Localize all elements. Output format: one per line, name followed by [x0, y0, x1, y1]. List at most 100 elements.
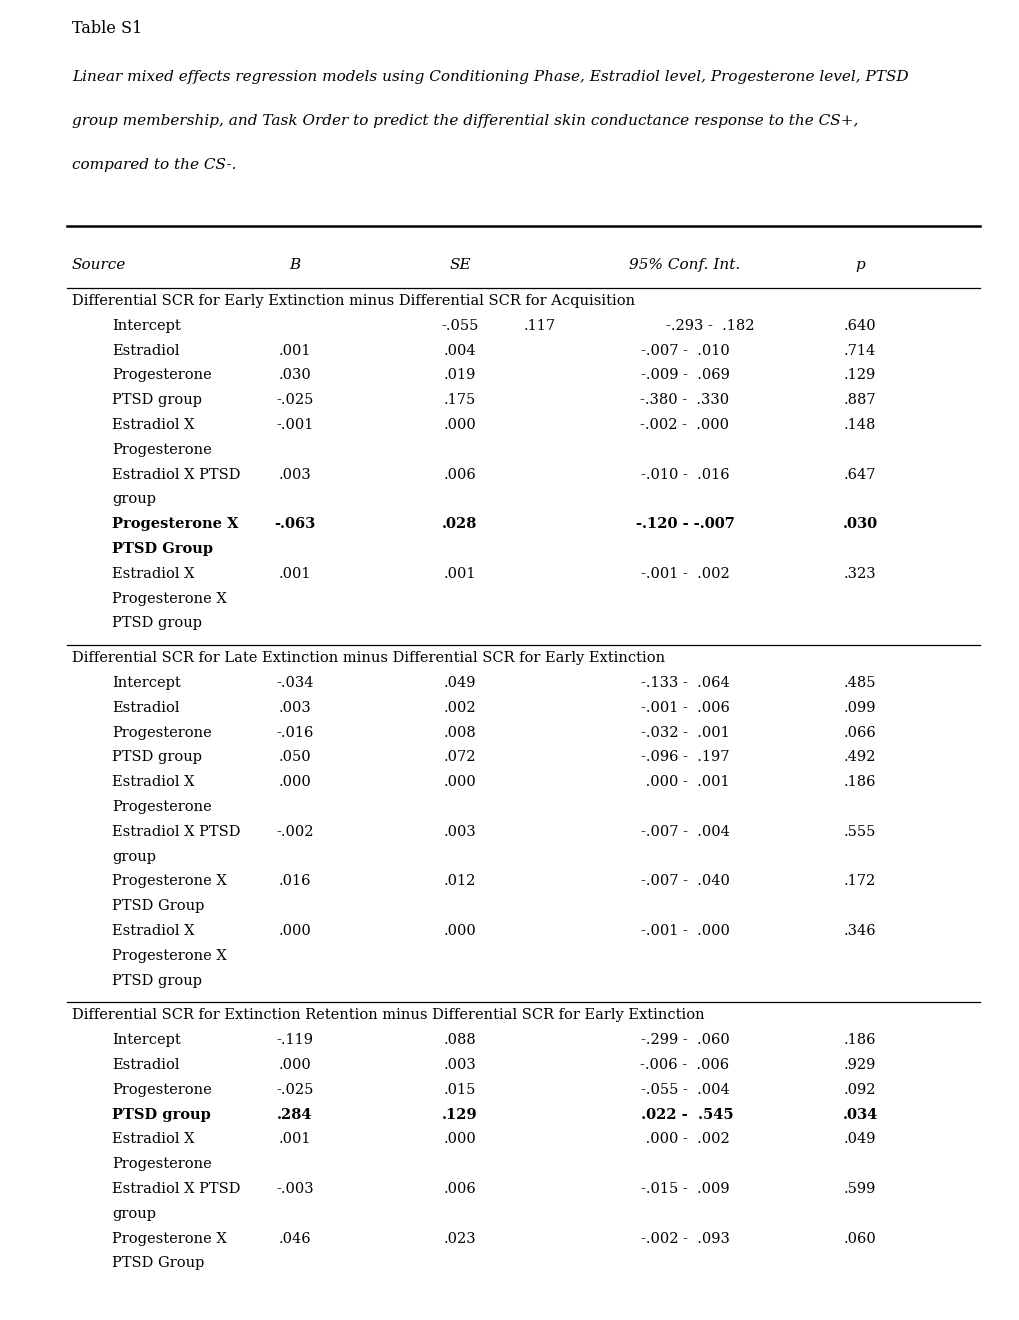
Text: .555: .555: [843, 825, 875, 838]
Text: Intercept: Intercept: [112, 1034, 180, 1047]
Text: -.015 -  .009: -.015 - .009: [640, 1181, 729, 1196]
Text: .887: .887: [843, 393, 875, 407]
Text: p: p: [854, 257, 864, 272]
Text: Progesterone: Progesterone: [112, 1158, 212, 1171]
Text: Estradiol: Estradiol: [112, 1059, 179, 1072]
Text: .172: .172: [843, 874, 875, 888]
Text: .000: .000: [443, 924, 476, 939]
Text: .000: .000: [443, 418, 476, 432]
Text: .129: .129: [442, 1107, 477, 1122]
Text: .647: .647: [843, 467, 875, 482]
Text: .012: .012: [443, 874, 476, 888]
Text: Progesterone X: Progesterone X: [112, 1232, 226, 1246]
Text: .099: .099: [843, 701, 875, 715]
Text: Differential SCR for Late Extinction minus Differential SCR for Early Extinction: Differential SCR for Late Extinction min…: [72, 651, 664, 665]
Text: -.293 -  .182: -.293 - .182: [665, 319, 753, 333]
Text: -.001 -  .002: -.001 - .002: [640, 566, 729, 581]
Text: -.007 -  .010: -.007 - .010: [640, 343, 729, 358]
Text: Intercept: Intercept: [112, 676, 180, 690]
Text: Estradiol X PTSD: Estradiol X PTSD: [112, 1181, 240, 1196]
Text: -.032 -  .001: -.032 - .001: [640, 726, 729, 739]
Text: Estradiol X: Estradiol X: [112, 418, 195, 432]
Text: Progesterone: Progesterone: [112, 368, 212, 383]
Text: .000 -  .002: .000 - .002: [640, 1133, 729, 1146]
Text: Progesterone: Progesterone: [112, 800, 212, 814]
Text: -.016: -.016: [276, 726, 314, 739]
Text: .023: .023: [443, 1232, 476, 1246]
Text: .599: .599: [843, 1181, 875, 1196]
Text: group membership, and Task Order to predict the differential skin conductance re: group membership, and Task Order to pred…: [72, 114, 858, 128]
Text: -.002 -  .093: -.002 - .093: [640, 1232, 729, 1246]
Text: -.010 -  .016: -.010 - .016: [640, 467, 729, 482]
Text: .000 -  .001: .000 - .001: [640, 775, 729, 789]
Text: .003: .003: [443, 825, 476, 838]
Text: Table S1: Table S1: [72, 20, 142, 37]
Text: Progesterone: Progesterone: [112, 442, 212, 457]
Text: -.001 -  .006: -.001 - .006: [640, 701, 729, 715]
Text: .003: .003: [278, 701, 311, 715]
Text: Estradiol: Estradiol: [112, 343, 179, 358]
Text: -.001 -  .000: -.001 - .000: [640, 924, 729, 939]
Text: .346: .346: [843, 924, 875, 939]
Text: Estradiol X: Estradiol X: [112, 775, 195, 789]
Text: .485: .485: [843, 676, 875, 690]
Text: .034: .034: [842, 1107, 876, 1122]
Text: Intercept: Intercept: [112, 319, 180, 333]
Text: .284: .284: [277, 1107, 313, 1122]
Text: Estradiol X: Estradiol X: [112, 566, 195, 581]
Text: .088: .088: [443, 1034, 476, 1047]
Text: .000: .000: [278, 1059, 311, 1072]
Text: .492: .492: [843, 750, 875, 764]
Text: Progesterone X: Progesterone X: [112, 949, 226, 962]
Text: .001: .001: [278, 1133, 311, 1146]
Text: .323: .323: [843, 566, 875, 581]
Text: -.034: -.034: [276, 676, 314, 690]
Text: -.120 - -.007: -.120 - -.007: [635, 517, 734, 531]
Text: .000: .000: [278, 924, 311, 939]
Text: 95% Conf. Int.: 95% Conf. Int.: [629, 257, 740, 272]
Text: -.055: -.055: [441, 319, 478, 333]
Text: -.001: -.001: [276, 418, 314, 432]
Text: -.299 -  .060: -.299 - .060: [640, 1034, 729, 1047]
Text: .000: .000: [443, 1133, 476, 1146]
Text: .175: .175: [443, 393, 476, 407]
Text: Estradiol X: Estradiol X: [112, 1133, 195, 1146]
Text: .148: .148: [843, 418, 875, 432]
Text: .929: .929: [843, 1059, 875, 1072]
Text: -.133 -  .064: -.133 - .064: [640, 676, 729, 690]
Text: .006: .006: [443, 1181, 476, 1196]
Text: .008: .008: [443, 726, 476, 739]
Text: .046: .046: [278, 1232, 311, 1246]
Text: -.380 -  .330: -.380 - .330: [640, 393, 729, 407]
Text: PTSD group: PTSD group: [112, 1107, 211, 1122]
Text: -.003: -.003: [276, 1181, 314, 1196]
Text: .186: .186: [843, 1034, 875, 1047]
Text: -.006 -  .006: -.006 - .006: [640, 1059, 729, 1072]
Text: .066: .066: [843, 726, 875, 739]
Text: Progesterone X: Progesterone X: [112, 591, 226, 606]
Text: Linear mixed effects regression models using Conditioning Phase, Estradiol level: Linear mixed effects regression models u…: [72, 70, 908, 84]
Text: .129: .129: [843, 368, 875, 383]
Text: group: group: [112, 1206, 156, 1221]
Text: .001: .001: [278, 343, 311, 358]
Text: SE: SE: [448, 257, 471, 272]
Text: .001: .001: [443, 566, 476, 581]
Text: PTSD Group: PTSD Group: [112, 1257, 204, 1270]
Text: .015: .015: [443, 1082, 476, 1097]
Text: .016: .016: [278, 874, 311, 888]
Text: Progesterone X: Progesterone X: [112, 874, 226, 888]
Text: -.002 -  .000: -.002 - .000: [640, 418, 729, 432]
Text: .030: .030: [842, 517, 876, 531]
Text: .714: .714: [843, 343, 875, 358]
Text: .072: .072: [443, 750, 476, 764]
Text: .049: .049: [443, 676, 476, 690]
Text: -.096 -  .197: -.096 - .197: [640, 750, 729, 764]
Text: .030: .030: [278, 368, 311, 383]
Text: .006: .006: [443, 467, 476, 482]
Text: .022 -  .545: .022 - .545: [636, 1107, 733, 1122]
Text: Progesterone: Progesterone: [112, 726, 212, 739]
Text: .050: .050: [278, 750, 311, 764]
Text: -.063: -.063: [274, 517, 315, 531]
Text: B: B: [289, 257, 301, 272]
Text: .003: .003: [278, 467, 311, 482]
